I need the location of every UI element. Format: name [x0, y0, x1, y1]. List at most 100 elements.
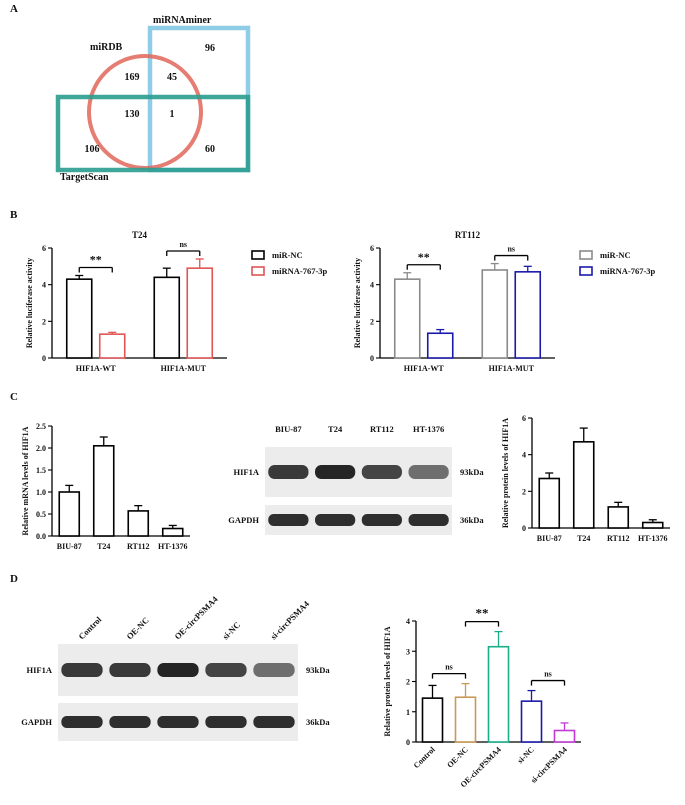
- panel-label-b: B: [10, 209, 18, 221]
- c1-y-tick-label: 0.5: [36, 510, 46, 519]
- venn-count-targetscan-only: 106: [85, 144, 100, 155]
- d1-x-tick-label: OE-NC: [445, 745, 470, 770]
- d1-bar: [553, 729, 576, 743]
- d1-bar: [421, 697, 444, 743]
- b2-y-tick-label: 0: [370, 354, 374, 363]
- c2-bar: [607, 506, 630, 529]
- d1-x-tick-label: si-NC: [516, 745, 536, 765]
- c1-bar: [127, 510, 150, 537]
- b1-y-tick-label: 4: [42, 281, 46, 290]
- blot-d-band: [253, 716, 295, 728]
- b1-sig-label: ns: [179, 240, 187, 249]
- venn-count-mirnaminer-only: 96: [205, 43, 215, 54]
- b2-y-tick-label: 6: [370, 244, 374, 253]
- blot-d-band: [253, 663, 295, 677]
- b1-legend-swatch: [251, 266, 265, 276]
- c1-y-tick-label: 2.5: [36, 422, 46, 431]
- blot-c-size-label: 36kDa: [460, 515, 484, 525]
- d1-sig-label: ns: [445, 663, 453, 672]
- b1-bar: [153, 276, 181, 359]
- b1-x-tick-label: HIF1A-WT: [76, 364, 117, 373]
- c1-y-tick-label: 2.0: [36, 444, 46, 453]
- blot-c-band: [268, 514, 309, 526]
- blot-d-lane-label: si-NC: [220, 620, 242, 642]
- b2-legend-label: miRNA-767-3p: [600, 266, 656, 276]
- d1-x-tick-label: Control: [412, 745, 438, 771]
- b2-legend-swatch: [579, 250, 593, 260]
- d1-y-tick-label: 3: [406, 647, 410, 656]
- blot-d-band: [109, 716, 151, 728]
- b1-y-tick-label: 2: [42, 317, 46, 326]
- d1-bar: [487, 645, 510, 743]
- venn-count-all-three: 1: [170, 109, 175, 120]
- blot-c-size-label: 93kDa: [460, 467, 484, 477]
- b1-bar: [65, 278, 93, 359]
- b2-sig-label: ns: [507, 245, 515, 254]
- blot-d-size-label: 93kDa: [306, 665, 330, 675]
- blot-c-band: [268, 465, 309, 479]
- b1-title: T24: [132, 230, 148, 240]
- blot-d-band: [205, 716, 247, 728]
- venn-count-mirdb-targetscan: 130: [125, 109, 140, 120]
- b1-legend-swatch: [251, 250, 265, 260]
- blot-c-lane-label: T24: [328, 424, 343, 434]
- venn-label-mirdb: miRDB: [90, 42, 123, 53]
- c1-y-tick-label: 1.0: [36, 488, 46, 497]
- c2-y-tick-label: 0: [522, 524, 526, 533]
- c2-y-tick-label: 4: [522, 451, 526, 460]
- blot-c-lane-label: HT-1376: [413, 424, 444, 434]
- b2-x-tick-label: HIF1A-WT: [404, 364, 445, 373]
- blot-c-protein-label: GAPDH: [228, 515, 259, 525]
- venn-set-targetscan: [55, 94, 251, 173]
- venn-count-mirdb-only: 169: [125, 72, 140, 83]
- d1-bar: [520, 700, 543, 743]
- blot-d-band: [61, 716, 103, 728]
- blot-c-lane-label: RT112: [370, 424, 394, 434]
- b2-sig-label: **: [418, 250, 430, 264]
- blot-d-lane-label: si-circPSMA4: [268, 598, 311, 641]
- d1-y-tick-label: 1: [406, 708, 410, 717]
- c2-bar: [641, 521, 664, 529]
- panel-label-a: A: [10, 3, 18, 15]
- c2-bar: [572, 441, 595, 529]
- blot-d-size-label: 36kDa: [306, 717, 330, 727]
- c2-y-label: Relative protein levels of HIF1A: [501, 418, 510, 528]
- c1-y-label: Relative mRNA levels of HIF1A: [21, 426, 30, 535]
- b1-bar: [186, 267, 214, 359]
- b1-sig-label: **: [90, 253, 102, 267]
- c2-x-tick-label: RT112: [607, 534, 629, 543]
- b2-y-tick-label: 2: [370, 317, 374, 326]
- blot-c-protein-label: HIF1A: [234, 467, 260, 477]
- blot-c-lane-label: BIU-87: [275, 424, 302, 434]
- b2-y-label: Relative luciferase activity: [353, 258, 362, 348]
- d1-y-label: Relative protein levels of HIF1A: [383, 626, 392, 736]
- blot-c-band: [408, 465, 449, 479]
- blot-d-lane-label: Control: [76, 614, 103, 641]
- blot-d-band: [61, 663, 103, 677]
- blot-d-lane-label: OE-NC: [124, 615, 150, 641]
- c2-x-tick-label: HT-1376: [638, 534, 668, 543]
- b2-bar: [514, 271, 542, 359]
- b1-legend-label: miRNA-767-3p: [272, 266, 328, 276]
- c2-bar: [538, 477, 561, 529]
- blot-c-band: [361, 465, 402, 479]
- b1-bar: [98, 333, 126, 359]
- b2-legend-label: miR-NC: [600, 250, 631, 260]
- blot-c-band: [361, 514, 402, 526]
- d1-sig-label: ns: [544, 670, 552, 679]
- venn-label-mirnaminer: miRNAminer: [153, 15, 212, 26]
- d1-bar: [454, 696, 477, 743]
- c1-bar: [58, 491, 81, 537]
- c1-x-tick-label: BIU-87: [57, 542, 82, 551]
- blot-d-protein-label: HIF1A: [27, 665, 53, 675]
- b1-legend-label: miR-NC: [272, 250, 303, 260]
- d1-y-tick-label: 4: [406, 617, 410, 626]
- d1-y-tick-label: 0: [406, 738, 410, 747]
- blot-d-band: [205, 663, 247, 677]
- c2-y-tick-label: 2: [522, 487, 526, 496]
- b2-legend-swatch: [579, 266, 593, 276]
- venn-count-targetscan-mirnaminer: 60: [205, 144, 215, 155]
- c1-bar: [92, 444, 115, 537]
- c2-y-tick-label: 6: [522, 414, 526, 423]
- venn-set-mirdb: [87, 54, 203, 170]
